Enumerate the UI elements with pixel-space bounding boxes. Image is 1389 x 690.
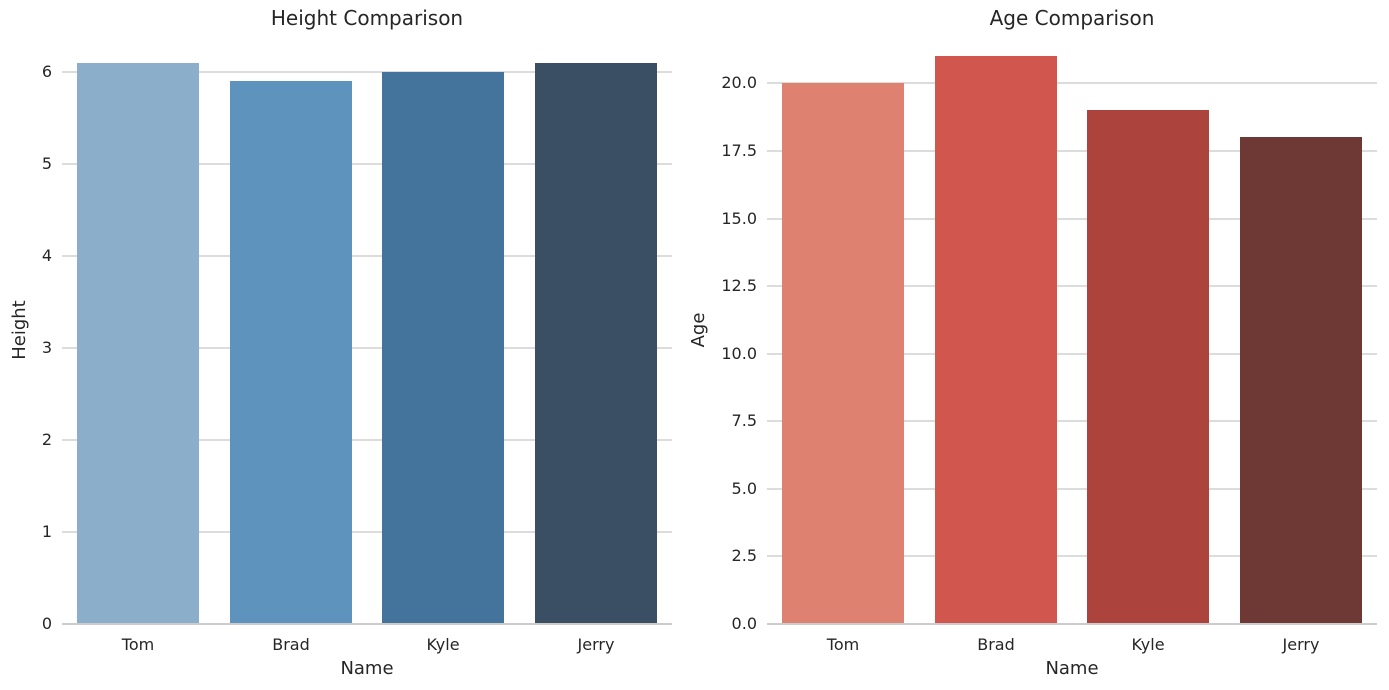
- chart-title: Age Comparison: [989, 6, 1155, 30]
- x-tick-label: Jerry: [1282, 635, 1320, 654]
- y-tick-label: 20.0: [721, 73, 757, 93]
- y-tick-label: 1: [41, 521, 52, 541]
- y-axis-label: Age: [688, 312, 709, 348]
- y-tick-label: 15.0: [721, 208, 757, 228]
- gridline: [62, 346, 672, 349]
- y-tick-label: 12.5: [721, 276, 757, 296]
- gridline: [767, 352, 1377, 355]
- bar-brad: [230, 81, 352, 624]
- x-tick-label: Brad: [977, 635, 1015, 654]
- y-tick-label: 2.5: [731, 546, 757, 566]
- x-axis-label: Name: [340, 658, 394, 679]
- gridline: [767, 487, 1377, 490]
- bar-jerry: [1240, 137, 1362, 624]
- x-axis-label: Name: [1045, 658, 1099, 679]
- gridline: [767, 217, 1377, 220]
- y-tick-label: 3: [41, 337, 52, 357]
- x-tick-label: Kyle: [1131, 635, 1165, 654]
- x-tick-label: Tom: [121, 635, 155, 654]
- gridline: [62, 254, 672, 257]
- y-tick-label: 10.0: [721, 343, 757, 363]
- x-axis-line: [62, 623, 672, 625]
- y-tick-label: 2: [41, 429, 52, 449]
- gridline: [62, 530, 672, 533]
- y-tick-label: 0: [41, 614, 52, 633]
- bar-tom: [782, 83, 904, 624]
- bar-jerry: [535, 63, 657, 624]
- gridline: [62, 438, 672, 441]
- x-tick-label: Tom: [826, 635, 860, 654]
- gridline: [767, 555, 1377, 558]
- bar-kyle: [1087, 110, 1209, 624]
- y-tick-label: 5.0: [731, 478, 757, 498]
- y-tick-label: 0.0: [731, 614, 757, 633]
- chart-title: Height Comparison: [270, 6, 464, 30]
- y-tick-label: 17.5: [721, 140, 757, 160]
- gridline: [767, 82, 1377, 85]
- x-axis-line: [767, 623, 1377, 625]
- y-tick-label: 6: [41, 61, 52, 81]
- gridline: [62, 162, 672, 165]
- y-tick-label: 5: [41, 153, 52, 173]
- bar-kyle: [382, 72, 504, 624]
- plot-area: [767, 28, 1377, 625]
- plot-area: [62, 35, 672, 625]
- gridline: [767, 149, 1377, 152]
- x-tick-label: Brad: [272, 635, 310, 654]
- bar-brad: [935, 56, 1057, 624]
- gridline: [767, 285, 1377, 288]
- bar-tom: [77, 63, 199, 624]
- x-tick-label: Jerry: [577, 635, 615, 654]
- gridline: [62, 70, 672, 73]
- y-tick-label: 4: [41, 245, 52, 265]
- gridline: [767, 420, 1377, 423]
- x-tick-label: Kyle: [426, 635, 460, 654]
- y-tick-label: 7.5: [731, 411, 757, 431]
